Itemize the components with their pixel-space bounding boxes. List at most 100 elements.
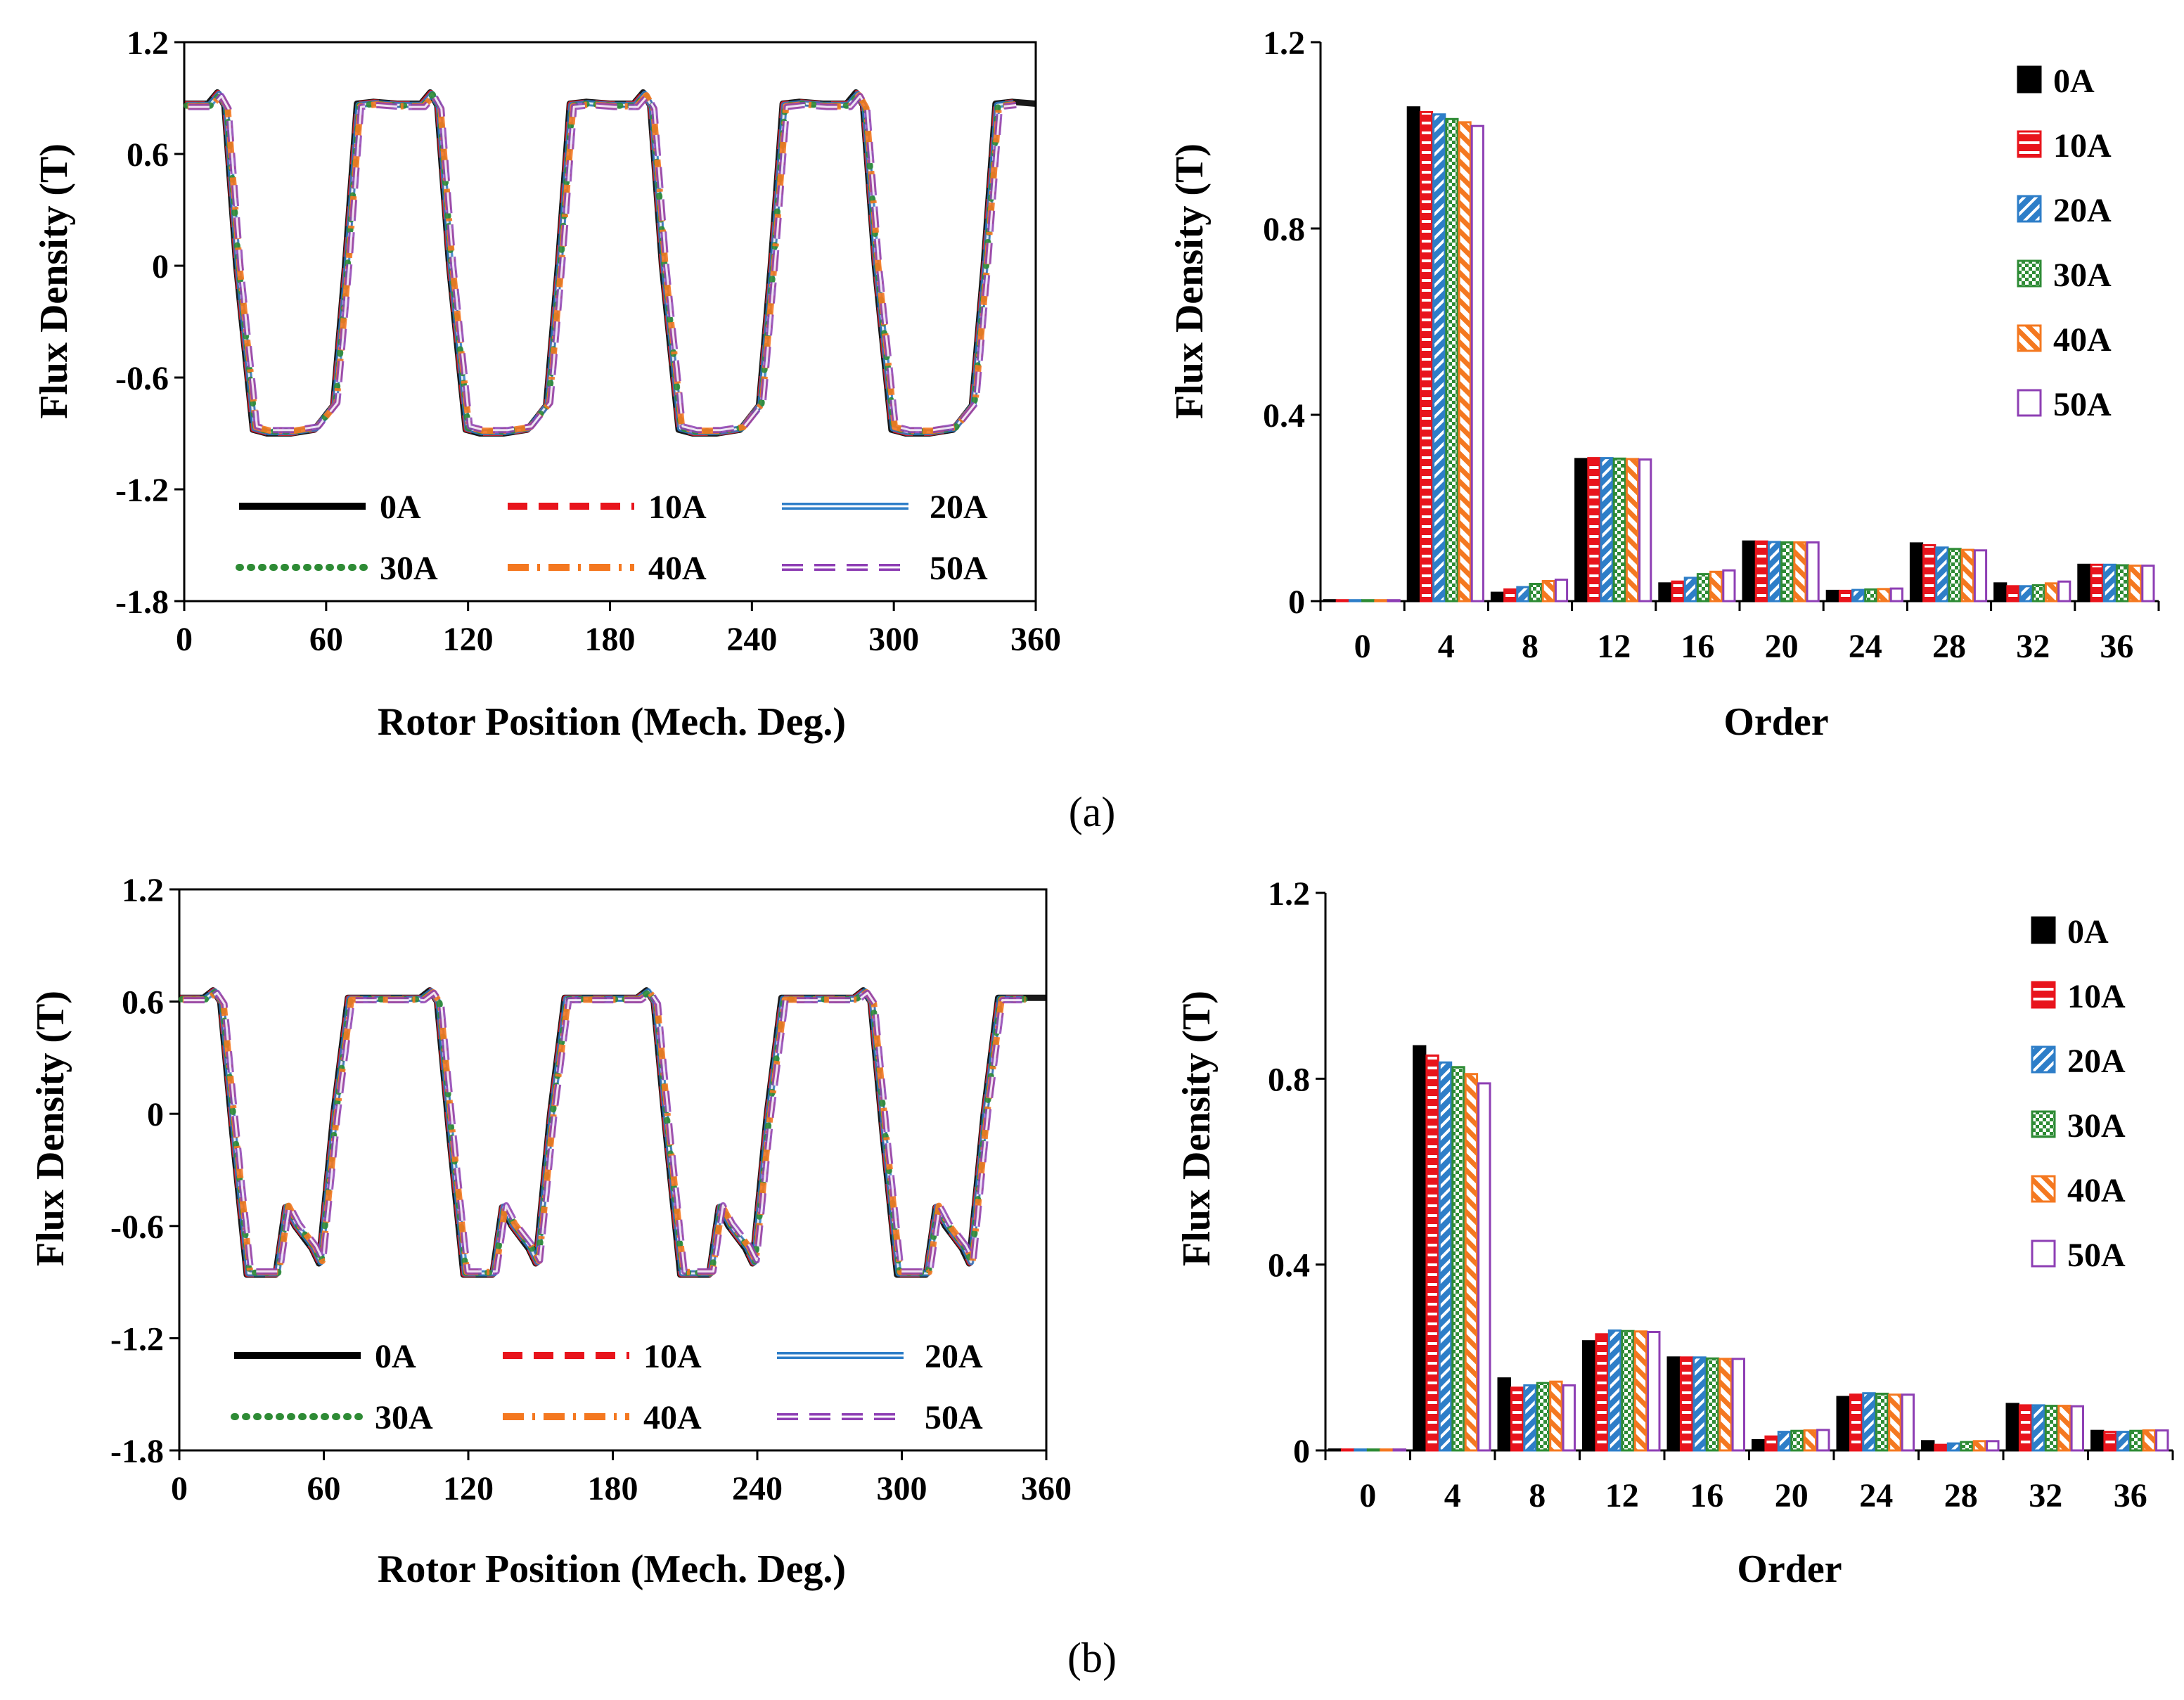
a-bar-bar-30A-order-24 xyxy=(1864,588,1878,603)
b-line-xtick-label: 60 xyxy=(307,1470,341,1507)
b-bar-bar-20A-order-12 xyxy=(1607,1329,1622,1452)
a-bar-legend-item-20A: 20A xyxy=(2017,192,2112,229)
b-bar-bar-0A-order-12 xyxy=(1582,1340,1596,1452)
a-line-legend-label: 50A xyxy=(930,550,988,587)
b-bar-bar-20A-order-32 xyxy=(2031,1404,2045,1452)
b-bar-bar-40A-order-36 xyxy=(2142,1429,2157,1452)
a-bar-bar-0A-order-4 xyxy=(1406,106,1420,603)
a-line-ytick-label: -0.6 xyxy=(115,360,169,397)
a-bar-xtick-label: 16 xyxy=(1681,628,1714,665)
b-bar-bar-20A-order-28 xyxy=(1946,1442,1961,1452)
a-line-legend-label: 10A xyxy=(648,489,707,526)
chart-b-bar: Order Flux Density (T) 1.2 0.8 0.4 0 0 4 8 12 16… xyxy=(1175,875,2174,1591)
a-bar-xtick-label: 20 xyxy=(1765,628,1799,665)
a-bar-bar-0A-order-12 xyxy=(1574,458,1588,603)
a-bar-bar-50A-order-16 xyxy=(1722,569,1736,603)
a-bar-bar-30A-order-16 xyxy=(1696,573,1711,603)
a-bar-legend-label: 0A xyxy=(2053,63,2095,100)
b-line-xtick-label: 360 xyxy=(1021,1470,1072,1507)
b-line-ytick-label: -1.2 xyxy=(110,1320,164,1358)
b-bar-legend-item-0A: 0A xyxy=(2031,913,2109,951)
a-bar-bar-0A-order-36 xyxy=(2077,563,2091,603)
a-bar-bar-0A-order-16 xyxy=(1658,582,1672,603)
a-bar-legend-swatch xyxy=(2017,195,2042,223)
b-line-ylabel: Flux Density (T) xyxy=(29,991,72,1266)
b-bar-legend-item-10A: 10A xyxy=(2031,978,2126,1015)
a-line-xtick-label: 360 xyxy=(1010,621,1061,658)
b-bar-bar-20A-order-36 xyxy=(2116,1431,2131,1452)
b-bar-xtick-label: 0 xyxy=(1359,1477,1376,1514)
b-line-series-0A xyxy=(179,987,1046,1278)
b-bar-bar-10A-order-20 xyxy=(1764,1435,1778,1452)
a-line-plot-frame xyxy=(183,41,1037,603)
b-bar-ylabel: Flux Density (T) xyxy=(1175,991,1219,1266)
b-bar-bar-40A-order-16 xyxy=(1719,1358,1733,1452)
a-bar-legend-item-40A: 40A xyxy=(2017,321,2112,359)
b-bar-bar-50A-order-20 xyxy=(1816,1429,1830,1452)
b-bar-bar-50A-order-16 xyxy=(1731,1358,1746,1452)
caption-b: (b) xyxy=(1067,1635,1117,1681)
b-bar-bar-40A-order-8 xyxy=(1549,1380,1563,1452)
a-line-legend-item-0A: 0A xyxy=(239,489,421,526)
a-bar-bar-40A-order-12 xyxy=(1625,458,1640,603)
a-bar-ytick-label: 0.4 xyxy=(1263,397,1305,434)
b-bar-bar-50A-order-8 xyxy=(1562,1384,1576,1452)
b-bar-bar-40A-order-12 xyxy=(1633,1330,1648,1452)
b-line-legend-item-20A: 20A xyxy=(777,1338,983,1375)
a-bar-bar-0A-order-24 xyxy=(1825,589,1839,603)
a-bar-bar-40A-order-24 xyxy=(1877,588,1891,603)
a-line-legend-item-40A: 40A xyxy=(508,550,707,587)
b-bar-bar-10A-order-8 xyxy=(1510,1386,1524,1452)
b-bar-xtick-label: 24 xyxy=(1859,1477,1893,1514)
b-bar-bar-40A-order-24 xyxy=(1888,1393,1902,1452)
b-line-series-50A-inner xyxy=(184,991,1027,1273)
a-bar-bar-10A-order-20 xyxy=(1754,540,1768,603)
a-bar-legend-label: 30A xyxy=(2053,257,2112,294)
b-line-legend-label: 30A xyxy=(375,1399,433,1436)
b-bar-xtick-label: 4 xyxy=(1444,1477,1461,1514)
a-bar-bar-40A-order-8 xyxy=(1541,580,1555,603)
a-bar-ylabel: Flux Density (T) xyxy=(1168,143,1212,419)
a-bar-xtick-label: 12 xyxy=(1597,628,1631,665)
a-line-series-50A xyxy=(188,93,1017,434)
a-bar-bar-20A-order-36 xyxy=(2102,563,2116,603)
b-bar-legend-swatch xyxy=(2031,1110,2056,1138)
a-bar-bar-30A-order-0 xyxy=(1361,599,1375,603)
a-bar-bar-10A-order-0 xyxy=(1335,599,1349,603)
a-bar-legend-swatch xyxy=(2017,130,2042,158)
b-bar-bar-30A-order-36 xyxy=(2129,1429,2143,1452)
b-bar-bar-50A-order-32 xyxy=(2070,1405,2085,1452)
a-line-xtick-label: 240 xyxy=(726,621,777,658)
a-bar-bar-30A-order-20 xyxy=(1780,541,1794,603)
a-bar-legend-swatch xyxy=(2017,259,2042,288)
b-bar-bar-20A-order-20 xyxy=(1777,1431,1792,1452)
b-bar-legend-label: 40A xyxy=(2067,1172,2126,1209)
b-bar-bar-40A-order-28 xyxy=(1972,1440,1987,1452)
a-bar-xtick-label: 24 xyxy=(1849,628,1882,665)
a-line-xtick-label: 0 xyxy=(176,621,193,658)
b-line-ytick-label: 0.6 xyxy=(122,984,164,1022)
b-bar-xtick-label: 32 xyxy=(2029,1477,2062,1514)
b-bar-legend-item-20A: 20A xyxy=(2031,1043,2126,1080)
b-line-ytick-label: -1.8 xyxy=(110,1433,164,1470)
a-bar-xtick-label: 8 xyxy=(1522,628,1539,665)
a-bar-bar-40A-order-28 xyxy=(1960,548,1974,603)
b-bar-legend-label: 20A xyxy=(2067,1043,2126,1080)
a-line-legend-item-50A: 50A xyxy=(782,550,988,587)
chart-a-bar: Order Flux Density (T) 1.2 0.8 0.4 0 0 4 8 12 16… xyxy=(1168,25,2160,744)
a-bar-bar-40A-order-16 xyxy=(1709,570,1723,603)
chart-a-line: Rotor Position (Mech. Deg.) Flux Density… xyxy=(32,25,1061,744)
a-bar-bar-30A-order-4 xyxy=(1445,117,1459,603)
a-bar-xtick-label: 36 xyxy=(2100,628,2133,665)
a-bar-bar-50A-order-12 xyxy=(1638,458,1652,603)
a-bar-bar-10A-order-36 xyxy=(2090,563,2104,603)
b-bar-bar-40A-order-20 xyxy=(1803,1429,1818,1452)
b-bar-bar-30A-order-28 xyxy=(1960,1441,1974,1452)
b-bar-bar-0A-order-28 xyxy=(1921,1440,1935,1452)
b-bar-bar-50A-order-28 xyxy=(1986,1440,2000,1452)
b-bar-ytick-label: 0.8 xyxy=(1268,1061,1310,1098)
b-bar-xtick-label: 20 xyxy=(1775,1477,1809,1514)
a-line-xtick-label: 120 xyxy=(443,621,494,658)
a-line-xtick-label: 300 xyxy=(868,621,919,658)
a-bar-legend-item-10A: 10A xyxy=(2017,127,2112,165)
